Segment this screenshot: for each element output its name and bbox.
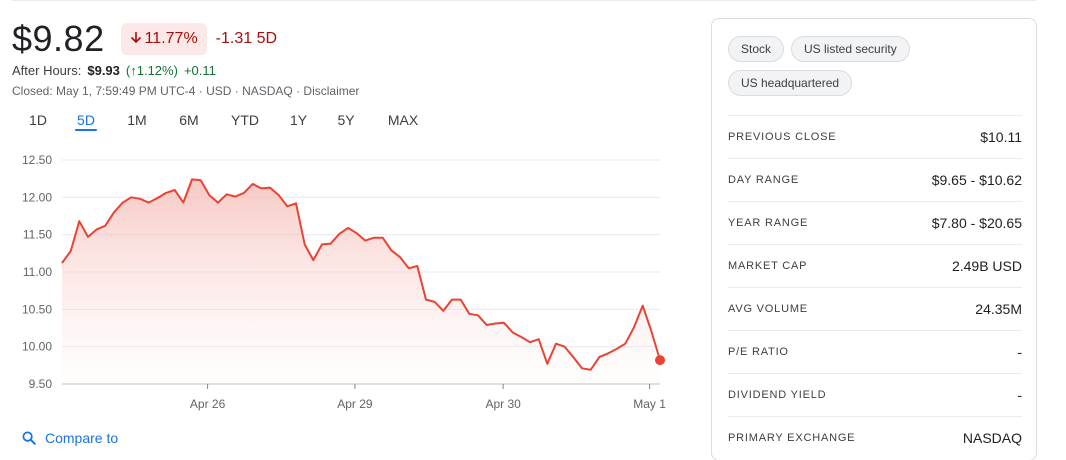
chip-stock[interactable]: Stock (728, 36, 785, 62)
key-stats-panel: Stock US listed security US headquartere… (711, 18, 1037, 460)
x-tick-label: Apr 29 (337, 397, 373, 411)
y-tick-label: 11.50 (23, 228, 52, 242)
y-tick-label: 12.50 (22, 153, 52, 167)
tab-max[interactable]: MAX (387, 112, 419, 128)
y-tick-label: 10.00 (22, 340, 52, 354)
stat-label: PRIMARY EXCHANGE (728, 432, 856, 444)
top-divider (12, 0, 1036, 1)
tab-1y[interactable]: 1Y (290, 112, 308, 128)
stat-value: $7.80 - $20.65 (931, 215, 1022, 231)
compare-to-label: Compare to (45, 430, 119, 446)
after-hours-line: After Hours: $9.93 (↑1.12%) +0.11 (12, 63, 216, 78)
arrow-down-icon (130, 31, 142, 47)
stat-row-market-cap: MARKET CAP 2.49B USD (728, 244, 1022, 287)
stat-label: P/E RATIO (728, 346, 789, 358)
market-status-text: Closed: May 1, 7:59:49 PM UTC-4 · USD · … (12, 84, 360, 98)
y-tick-label: 11.00 (23, 265, 52, 279)
y-tick-label: 10.50 (22, 302, 52, 316)
last-price-dot (655, 355, 665, 366)
after-hours-percent: (↑1.12%) (125, 63, 178, 78)
tab-1d[interactable]: 1D (29, 112, 47, 128)
stat-row-pe-ratio: P/E RATIO - (728, 330, 1022, 373)
y-tick-label: 12.00 (22, 190, 52, 204)
market-status-line: Closed: May 1, 7:59:49 PM UTC-4 · USD · … (12, 84, 359, 98)
stat-value: NASDAQ (962, 430, 1022, 446)
stat-value: $10.11 (980, 129, 1022, 145)
tab-1m[interactable]: 1M (127, 112, 147, 128)
search-icon (22, 431, 36, 445)
stat-label: DAY RANGE (728, 174, 799, 186)
stat-row-year-range: YEAR RANGE $7.80 - $20.65 (728, 201, 1022, 244)
current-price: $9.82 (12, 18, 105, 59)
compare-to-button[interactable]: Compare to (22, 430, 118, 446)
tab-6m[interactable]: 6M (179, 112, 199, 128)
price-chart[interactable]: 9.50 10.00 10.50 11.00 11.50 12.00 12.50 Apr 2… (0, 145, 680, 420)
price-chart-svg[interactable]: 9.50 10.00 10.50 11.00 11.50 12.00 12.50 Apr 2… (0, 145, 680, 420)
stat-row-previous-close: PREVIOUS CLOSE $10.11 (728, 115, 1022, 158)
y-tick-label: 9.50 (29, 377, 53, 391)
price-area-fill (62, 179, 660, 384)
absolute-change: -1.31 5D (215, 30, 278, 47)
stat-value: 2.49B USD (951, 258, 1022, 274)
stat-label: AVG VOLUME (728, 303, 808, 315)
stat-value: $9.65 - $10.62 (931, 172, 1022, 188)
stat-row-dividend-yield: DIVIDEND YIELD - (728, 373, 1022, 416)
after-hours-change: +0.11 (183, 63, 216, 78)
stat-row-avg-volume: AVG VOLUME 24.35M (728, 287, 1022, 330)
stat-label: YEAR RANGE (728, 217, 809, 229)
x-tick-label: Apr 30 (485, 397, 521, 411)
stat-value: - (1017, 387, 1022, 403)
x-tick-label: May 1 (633, 397, 666, 411)
stat-row-day-range: DAY RANGE $9.65 - $10.62 (728, 158, 1022, 201)
stat-label: PREVIOUS CLOSE (728, 131, 837, 143)
stat-value: - (1017, 344, 1022, 360)
tab-5d[interactable]: 5D (75, 111, 97, 135)
after-hours-label: After Hours: (12, 63, 82, 78)
stat-value: 24.35M (975, 301, 1022, 317)
tab-ytd[interactable]: YTD (231, 112, 259, 128)
percent-change-value: 11.77% (144, 30, 198, 47)
key-stats-table: PREVIOUS CLOSE $10.11 DAY RANGE $9.65 - … (728, 115, 1022, 459)
price-header: $9.82 11.77% -1.31 5D (12, 18, 277, 60)
after-hours-price: $9.93 (87, 63, 120, 78)
x-tick-label: Apr 26 (190, 397, 226, 411)
stat-label: MARKET CAP (728, 260, 808, 272)
price-line (61, 178, 661, 371)
stat-label: DIVIDEND YIELD (728, 389, 827, 401)
stat-row-primary-exchange: PRIMARY EXCHANGE NASDAQ (728, 416, 1022, 459)
tab-5y[interactable]: 5Y (337, 112, 355, 128)
chip-us-headquartered[interactable]: US headquartered (728, 70, 853, 96)
percent-change-badge: 11.77% (120, 23, 207, 55)
chip-us-listed-security[interactable]: US listed security (791, 36, 910, 62)
